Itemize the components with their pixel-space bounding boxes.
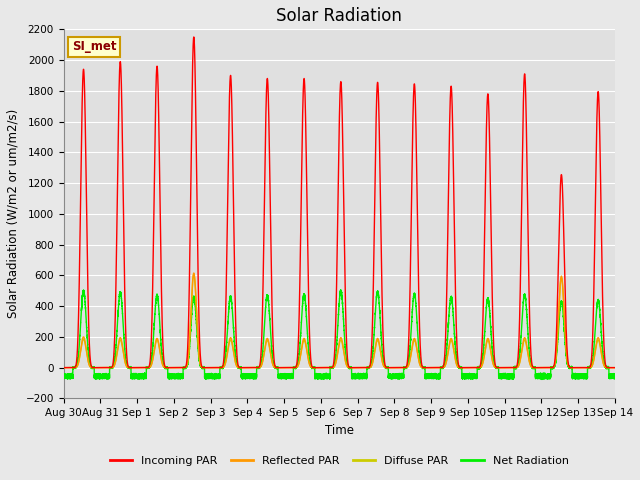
- Legend: Incoming PAR, Reflected PAR, Diffuse PAR, Net Radiation: Incoming PAR, Reflected PAR, Diffuse PAR…: [106, 452, 573, 471]
- Text: SI_met: SI_met: [72, 40, 116, 53]
- Title: Solar Radiation: Solar Radiation: [276, 7, 402, 25]
- Y-axis label: Solar Radiation (W/m2 or um/m2/s): Solar Radiation (W/m2 or um/m2/s): [7, 109, 20, 318]
- X-axis label: Time: Time: [324, 424, 354, 437]
